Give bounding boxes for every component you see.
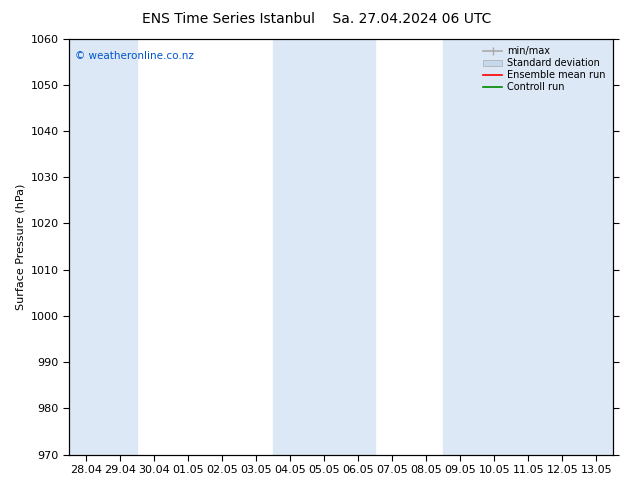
Legend: min/max, Standard deviation, Ensemble mean run, Controll run: min/max, Standard deviation, Ensemble me… <box>480 44 609 95</box>
Bar <box>443 39 614 455</box>
Text: © weatheronline.co.nz: © weatheronline.co.nz <box>75 51 193 61</box>
Y-axis label: Surface Pressure (hPa): Surface Pressure (hPa) <box>15 183 25 310</box>
Bar <box>273 39 375 455</box>
Text: ENS Time Series Istanbul    Sa. 27.04.2024 06 UTC: ENS Time Series Istanbul Sa. 27.04.2024 … <box>142 12 492 26</box>
Bar <box>69 39 137 455</box>
